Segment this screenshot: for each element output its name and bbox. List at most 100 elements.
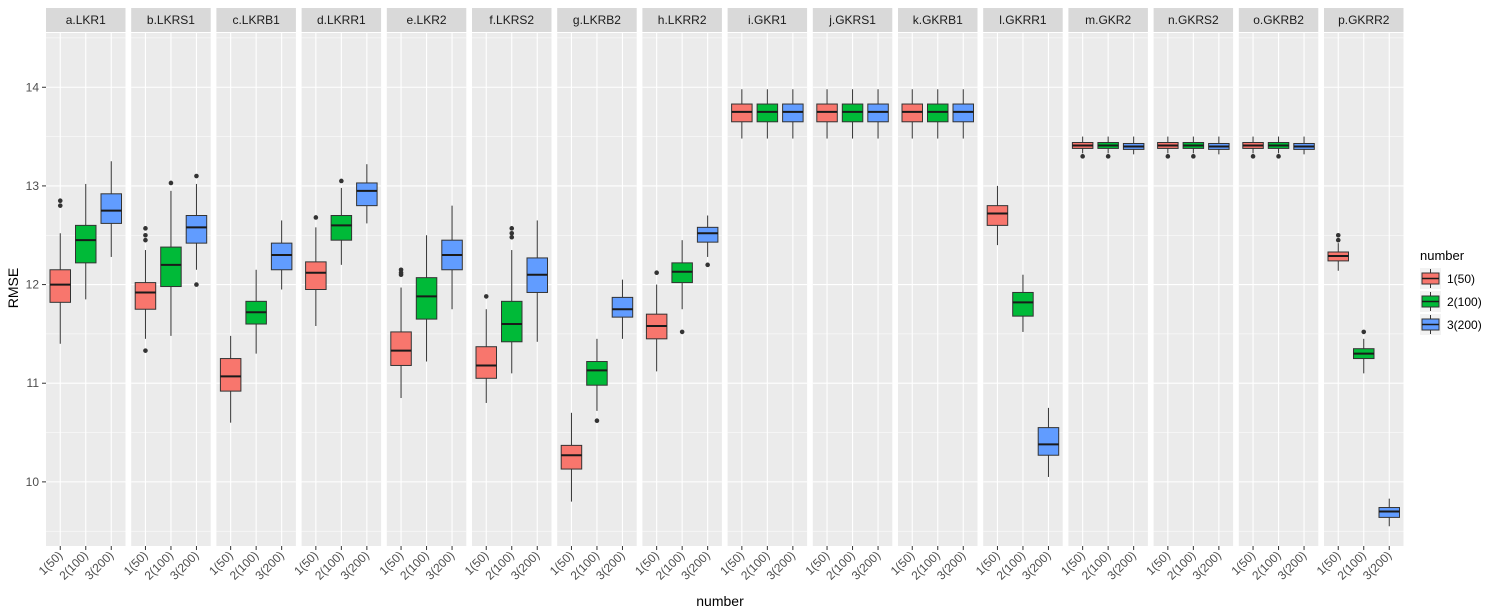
panel-strip [216, 8, 296, 32]
box [927, 89, 949, 139]
outlier-point [143, 348, 148, 353]
outlier-point [679, 329, 685, 335]
box-body [986, 205, 1009, 226]
box-body [75, 224, 97, 264]
panel-title: d.LKRR1 [317, 13, 366, 27]
box [1012, 274, 1034, 332]
panel-title: k.GKRB1 [913, 13, 963, 27]
box [475, 294, 497, 403]
x-tick-label: 3(200) [1019, 548, 1053, 582]
box-body [475, 346, 497, 379]
x-tick-label: 3(200) [1104, 548, 1138, 582]
panel-strip [1238, 8, 1319, 32]
box [330, 178, 353, 265]
panel-strip [1068, 8, 1148, 32]
box [611, 279, 634, 339]
y-axis-title: RMSE [5, 268, 21, 308]
box [816, 89, 838, 139]
panel-title: l.GKRR1 [999, 13, 1047, 27]
box [645, 270, 668, 372]
box [245, 269, 267, 354]
outlier-point [194, 282, 199, 287]
box-body [305, 261, 327, 290]
outlier-point [509, 226, 515, 231]
x-tick-label: 3(200) [423, 548, 457, 582]
y-tick-label: 13 [26, 179, 40, 193]
panel-title: p.GKRR2 [1338, 13, 1390, 27]
panel-title: m.GKR2 [1085, 13, 1131, 27]
outlier-point [705, 262, 710, 268]
panel-title: h.LKRR2 [658, 13, 707, 27]
box [305, 215, 327, 327]
outlier-point [594, 418, 600, 424]
box-body [415, 277, 438, 320]
x-tick-label: 3(200) [1275, 548, 1309, 582]
x-tick-label: 3(200) [1190, 548, 1224, 582]
panel-title: a.LKR1 [66, 13, 106, 27]
outlier-point [654, 270, 659, 276]
box [1097, 136, 1119, 159]
box [1208, 136, 1230, 155]
box-body [501, 300, 523, 343]
y-tick-label: 11 [27, 376, 40, 390]
box [415, 235, 438, 362]
box [1071, 136, 1094, 159]
box [100, 161, 122, 257]
box [731, 89, 753, 139]
box [560, 412, 583, 502]
outlier-point [143, 232, 148, 238]
panel-strip [386, 8, 467, 32]
y-tick-label: 12 [26, 278, 40, 292]
panel-strip [812, 8, 893, 32]
outlier-point [509, 234, 515, 240]
outlier-point [1276, 154, 1281, 159]
panel-title: j.GKRS1 [828, 13, 876, 27]
x-tick-label: 3(200) [82, 548, 116, 582]
box-body [696, 226, 719, 243]
box [160, 180, 182, 336]
box [1182, 136, 1205, 159]
box [952, 89, 974, 139]
box [1122, 136, 1145, 155]
box [75, 183, 97, 300]
panel-title: e.LKR2 [407, 13, 447, 27]
x-tick-label: 3(200) [252, 548, 286, 582]
panel-strip [642, 8, 722, 32]
box [526, 220, 548, 342]
box-body [611, 296, 634, 318]
box [1157, 136, 1179, 159]
box-body [100, 193, 122, 224]
outlier-point [1105, 154, 1111, 159]
x-tick-label: 3(200) [934, 548, 968, 582]
x-tick-label: 3(200) [1360, 548, 1394, 582]
panel-strip [727, 8, 808, 32]
box-body [586, 361, 608, 386]
outlier-point [57, 203, 63, 208]
box-body [330, 215, 353, 241]
box [986, 185, 1009, 246]
box-body [185, 215, 208, 244]
box [782, 89, 804, 139]
y-tick-label: 10 [26, 475, 40, 489]
box-body [270, 242, 293, 271]
outlier-point [509, 230, 515, 236]
outlier-point [168, 180, 174, 186]
box [356, 164, 378, 224]
outlier-point [143, 226, 148, 231]
outlier-point [339, 178, 344, 184]
box [756, 89, 779, 139]
box-body [1012, 291, 1034, 317]
panel-strip [131, 8, 211, 32]
outlier-point [1165, 154, 1171, 159]
panel-title: c.LKRB1 [232, 13, 280, 27]
outlier-point [1361, 329, 1367, 335]
legend-label: 1(50) [1447, 272, 1475, 286]
box [390, 267, 412, 399]
